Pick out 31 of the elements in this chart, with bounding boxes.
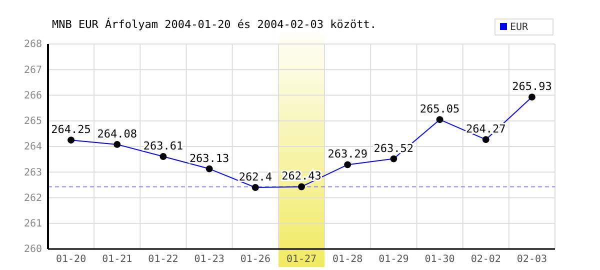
y-tick-label: 266 [24,90,42,102]
data-label: 262.43 [282,170,322,183]
x-tick-label: 01-22 [148,254,178,266]
data-label: 263.13 [189,152,230,165]
y-tick-label: 268 [24,39,42,50]
x-tick-label: 01-28 [332,254,363,266]
y-tick-label: 264 [24,142,42,153]
data-label: 264.08 [97,127,138,140]
x-tick-label: 01-26 [240,254,270,266]
x-tick-label: 02-03 [516,254,548,266]
data-label: 263.29 [328,148,368,161]
x-tick-label: 01-30 [424,254,455,266]
y-tick-label: 260 [24,244,42,256]
data-label: 265.93 [512,80,552,94]
data-label: 262.4 [238,170,272,184]
data-label: 264.25 [51,123,91,136]
x-tick-label: 01-20 [56,254,86,266]
data-label: 265.05 [420,102,460,116]
x-tick-label: 01-21 [102,254,132,266]
y-tick-label: 263 [24,167,42,178]
y-tick-label: 267 [24,64,42,76]
legend-label: EUR [510,22,530,33]
y-tick-label: 265 [24,116,42,128]
x-tick-label: 01-23 [194,254,224,266]
x-tick-label: 02-02 [470,254,501,266]
x-tick-label: 01-29 [378,254,409,266]
y-tick-label: 262 [24,192,42,204]
data-label: 263.61 [143,139,184,152]
chart-title: MNB EUR Árfolyam 2004-01-20 és 2004-02-03 között. [52,17,377,31]
x-tick-label: 01-27 [286,254,317,266]
y-tick-label: 261 [24,218,42,230]
